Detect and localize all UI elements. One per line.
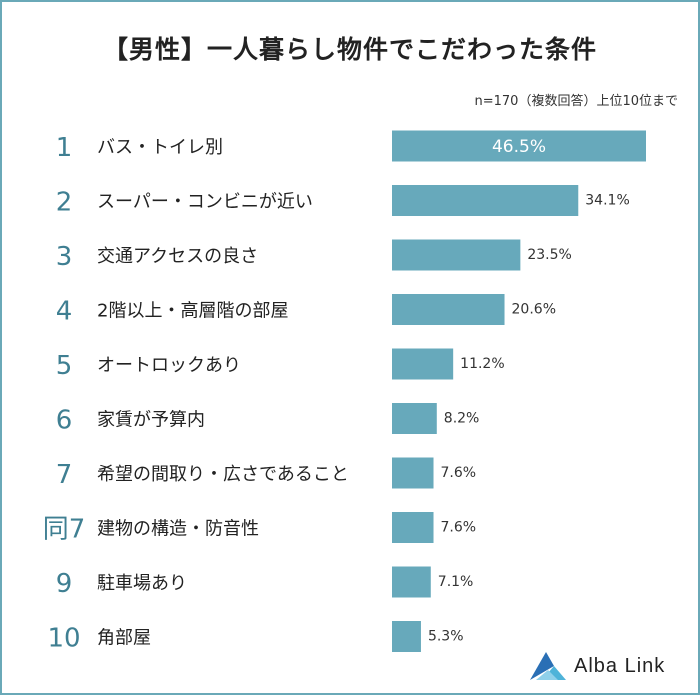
category-label: 建物の構造・防音性 — [97, 519, 259, 540]
sample-note: n=170（複数回答）上位10位まで — [474, 94, 679, 109]
bar — [392, 621, 421, 652]
rank-label: 同7 — [43, 515, 86, 545]
category-label: 交通アクセスの良さ — [97, 246, 258, 267]
category-label: バス・トイレ別 — [97, 137, 223, 158]
rank-label: 3 — [56, 242, 73, 272]
category-label: 駐車場あり — [97, 573, 187, 594]
rank-label: 5 — [56, 351, 73, 381]
category-label: オートロックあり — [97, 355, 241, 376]
bar — [392, 348, 454, 380]
data-label: 7.6% — [441, 520, 477, 536]
bar — [392, 294, 505, 325]
bar — [392, 130, 646, 162]
alba-link-logo-icon — [530, 652, 566, 680]
rank-label: 6 — [56, 406, 73, 436]
chart-title: 【男性】一人暮らし物件でこだわった条件 — [102, 35, 597, 64]
data-label: 8.2% — [444, 411, 480, 427]
logo-text: Alba Link — [574, 654, 666, 677]
category-label: スーパー・コンビニが近い — [97, 192, 313, 213]
alba-link-logo: Alba Link — [528, 650, 665, 682]
data-label: 7.6% — [441, 465, 477, 481]
bar — [392, 403, 437, 434]
bar — [392, 512, 434, 543]
bar — [392, 457, 434, 489]
bar — [392, 566, 431, 598]
category-label: 角部屋 — [97, 628, 151, 649]
rank-label: 7 — [56, 460, 73, 490]
data-label: 7.1% — [438, 574, 474, 590]
data-label: 5.3% — [428, 629, 464, 645]
category-label: 家賃が予算内 — [97, 410, 205, 431]
data-label: 23.5% — [527, 247, 571, 263]
data-label: 11.2% — [460, 356, 504, 372]
data-label: 46.5% — [492, 137, 546, 157]
category-label: 2階以上・高層階の部屋 — [97, 301, 288, 322]
data-label: 34.1% — [585, 193, 629, 209]
rank-label: 4 — [56, 297, 73, 327]
bar — [392, 185, 579, 216]
category-label: 希望の間取り・広さであること — [97, 464, 349, 485]
bar — [392, 239, 521, 271]
rank-label: 1 — [56, 133, 73, 163]
rank-label: 10 — [47, 624, 80, 654]
rank-label: 2 — [56, 188, 73, 218]
rank-label: 9 — [56, 569, 73, 599]
data-label: 20.6% — [512, 302, 556, 318]
